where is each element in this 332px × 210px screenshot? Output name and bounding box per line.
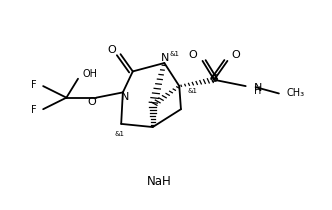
Text: H: H: [254, 86, 261, 96]
Text: &1: &1: [188, 88, 198, 94]
Text: O: O: [87, 97, 96, 107]
Text: F: F: [32, 80, 37, 90]
Text: O: O: [189, 50, 198, 60]
Text: OH: OH: [83, 69, 98, 79]
Text: N: N: [161, 53, 169, 63]
Text: F: F: [32, 105, 37, 115]
Text: S: S: [210, 74, 218, 84]
Text: N: N: [121, 92, 130, 102]
Text: &1: &1: [115, 131, 124, 137]
Text: &1: &1: [170, 51, 180, 57]
Text: N: N: [253, 83, 262, 93]
Text: CH₃: CH₃: [287, 88, 304, 98]
Text: NaH: NaH: [147, 175, 172, 188]
Text: O: O: [108, 45, 116, 55]
Text: O: O: [231, 50, 240, 60]
